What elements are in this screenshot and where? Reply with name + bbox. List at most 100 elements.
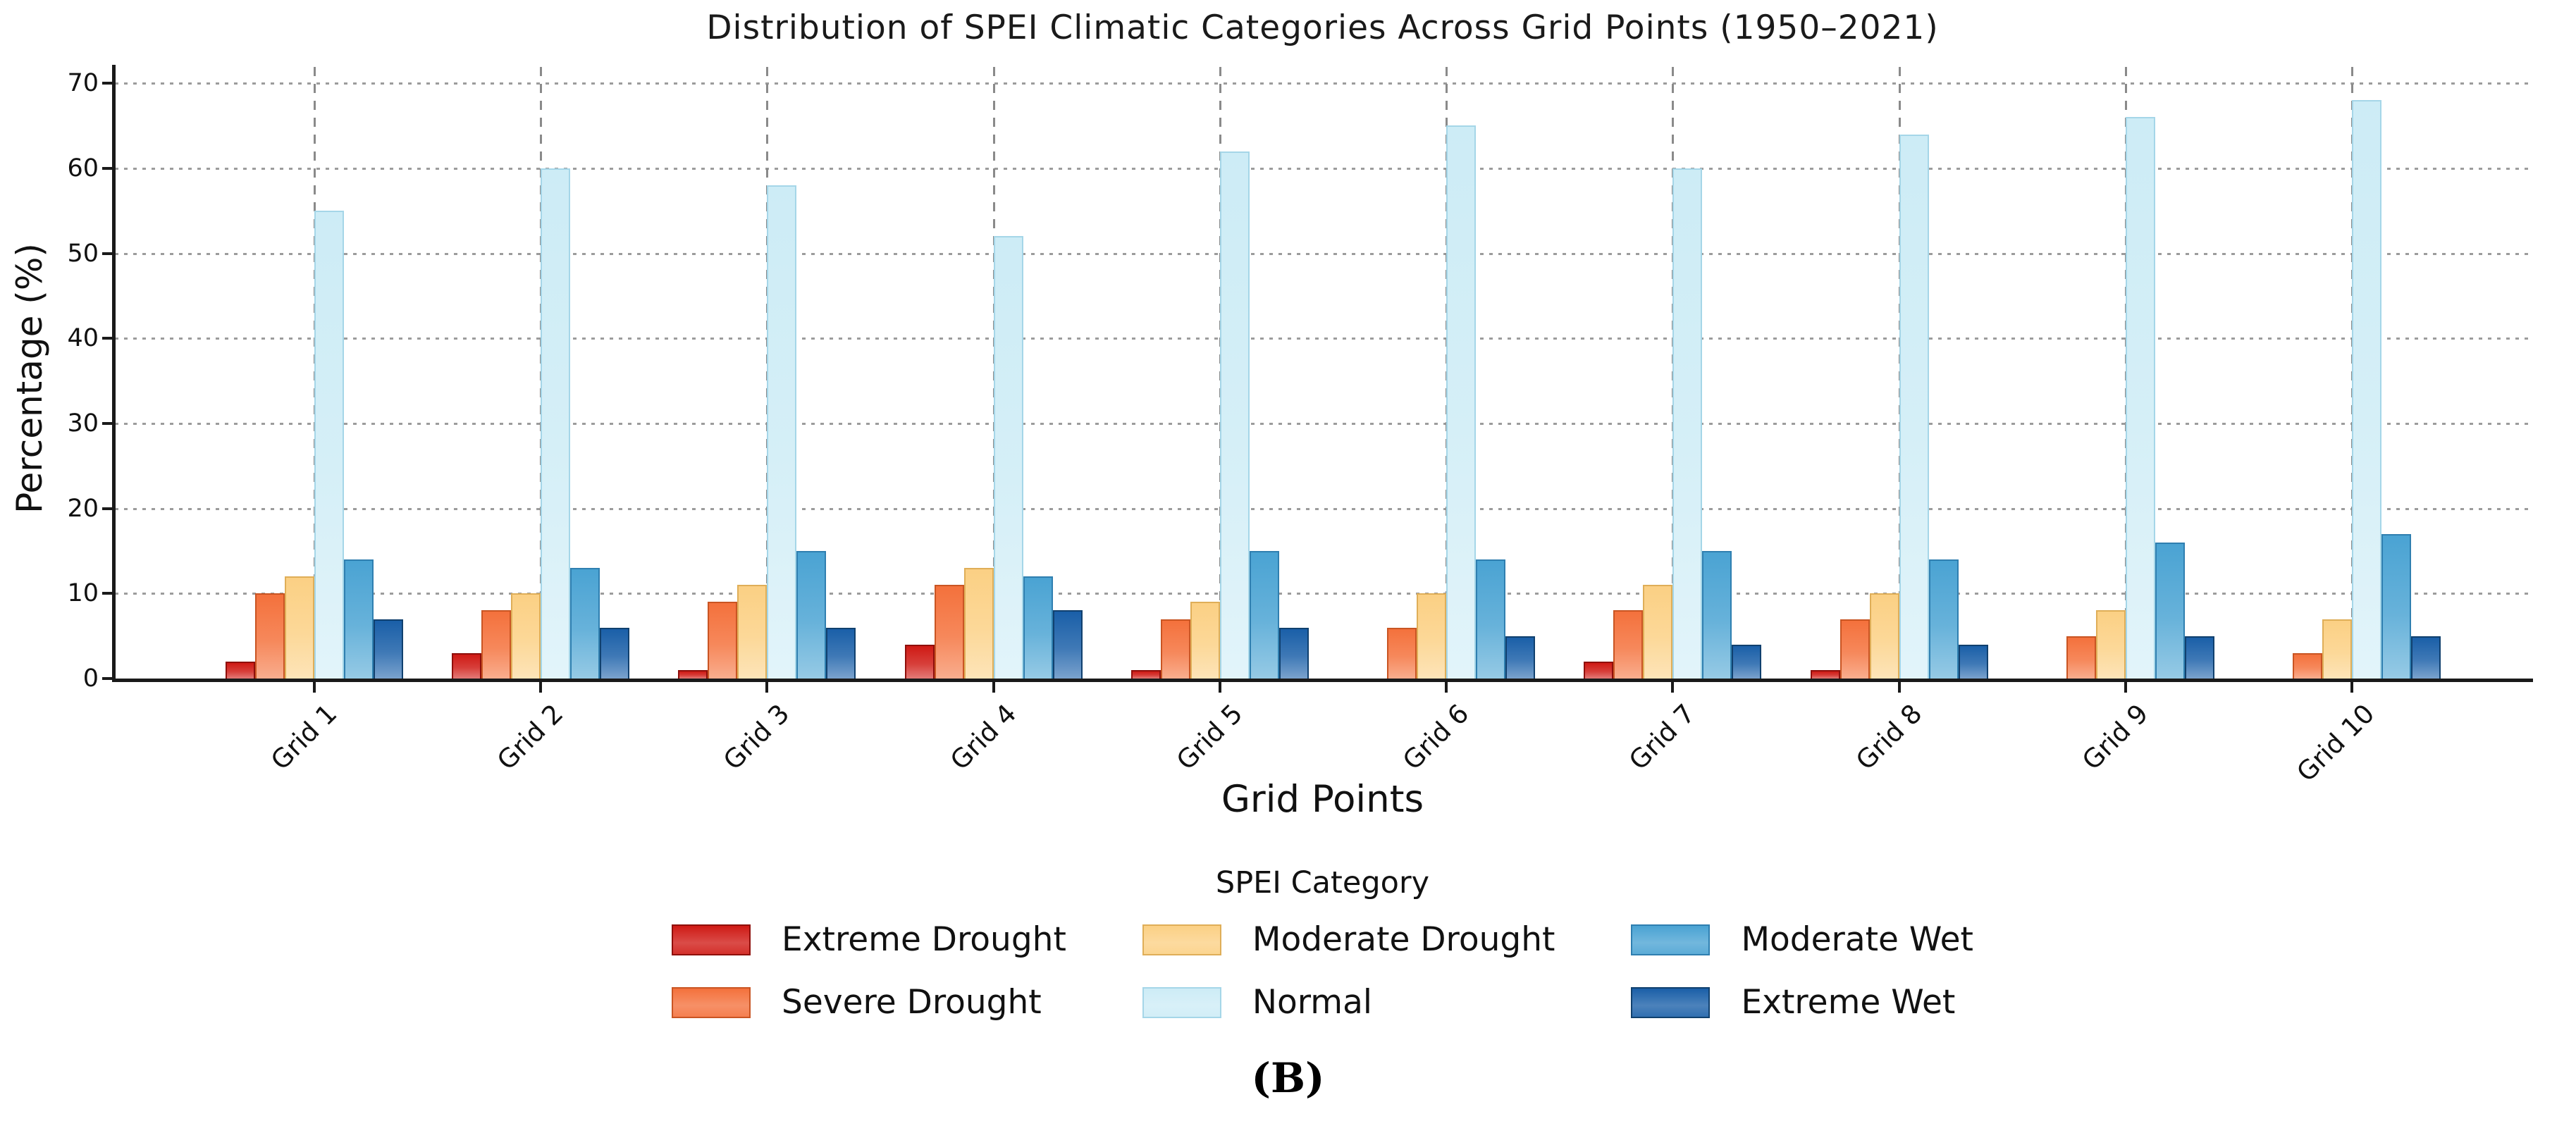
legend-label: Severe Drought	[782, 983, 1042, 1022]
y-tick-label: 0	[82, 664, 99, 693]
legend-entry: Extreme Wet	[1631, 983, 1955, 1022]
y-tick-mark	[102, 337, 113, 340]
y-tick-label: 40	[67, 324, 99, 353]
y-tick-mark	[102, 592, 113, 595]
y-tick-mark	[102, 677, 113, 680]
legend-swatch	[1142, 986, 1221, 1018]
bar-moderate-wet	[2155, 542, 2185, 679]
legend-entry: Moderate Drought	[1142, 920, 1555, 959]
bar-severe-drought	[2066, 636, 2096, 679]
bar-normal	[767, 185, 796, 679]
bar-extreme-drought	[1131, 669, 1161, 679]
x-tick-mark	[313, 681, 316, 693]
y-gridline	[115, 507, 2530, 510]
bar-moderate-drought	[285, 576, 314, 679]
legend-label: Extreme Wet	[1741, 983, 1956, 1022]
bar-normal	[994, 236, 1023, 679]
bar-extreme-drought	[1811, 669, 1840, 679]
bar-moderate-drought	[1870, 593, 1899, 679]
y-gridline	[115, 252, 2530, 255]
bar-extreme-drought	[905, 644, 935, 679]
bar-moderate-wet	[1250, 550, 1279, 679]
bar-severe-drought	[1387, 627, 1417, 679]
bar-moderate-drought	[964, 568, 994, 679]
y-gridline	[115, 593, 2530, 595]
bar-extreme-wet	[1505, 636, 1535, 679]
chart-title: Distribution of SPEI Climatic Categories…	[706, 8, 1939, 47]
legend-swatch	[1631, 986, 1711, 1018]
legend-entry: Normal	[1142, 983, 1372, 1022]
legend-label: Extreme Drought	[782, 920, 1066, 959]
y-tick-mark	[102, 252, 113, 255]
bar-severe-drought	[1161, 619, 1190, 679]
y-gridline	[115, 338, 2530, 340]
bar-moderate-drought	[1190, 602, 1220, 679]
x-tick-mark	[539, 681, 542, 693]
x-axis-label: Grid Points	[1221, 778, 1424, 821]
bar-moderate-drought	[511, 593, 541, 679]
bar-severe-drought	[708, 602, 737, 679]
legend-swatch	[1142, 924, 1221, 955]
bar-extreme-wet	[1279, 627, 1309, 679]
legend-entry: Severe Drought	[672, 983, 1042, 1022]
x-tick-mark	[1898, 681, 1901, 693]
legend-label: Moderate Wet	[1741, 920, 1973, 959]
bar-extreme-wet	[374, 619, 403, 679]
legend-swatch	[1631, 924, 1711, 955]
x-tick-mark	[1445, 681, 1448, 693]
legend-column: Moderate Drought Normal	[1142, 920, 1555, 1022]
bar-normal	[1672, 168, 1702, 679]
bar-extreme-wet	[600, 627, 629, 679]
bar-extreme-drought	[1584, 661, 1613, 679]
bar-extreme-drought	[678, 669, 708, 679]
bar-extreme-drought	[226, 661, 255, 679]
bar-moderate-wet	[1929, 559, 1959, 679]
panel-caption: (B)	[1251, 1054, 1325, 1102]
bar-extreme-wet	[2185, 636, 2214, 679]
bar-moderate-wet	[796, 550, 826, 679]
x-tick-mark	[992, 681, 995, 693]
y-tick-label: 60	[67, 154, 99, 182]
bar-moderate-drought	[2322, 619, 2352, 679]
y-tick-mark	[102, 166, 113, 170]
bar-moderate-wet	[1702, 550, 1732, 679]
bar-normal	[1446, 125, 1476, 679]
y-gridline	[115, 422, 2530, 425]
bar-severe-drought	[1840, 619, 1870, 679]
bar-moderate-drought	[2096, 610, 2126, 679]
bar-normal	[2126, 117, 2155, 679]
bar-severe-drought	[2293, 652, 2322, 679]
bar-severe-drought	[255, 593, 285, 679]
legend-column: Moderate Wet Extreme Wet	[1631, 920, 1973, 1022]
y-tick-mark	[102, 507, 113, 510]
x-tick-mark	[2350, 681, 2353, 693]
bar-extreme-drought	[452, 652, 481, 679]
legend: SPEI Category Extreme Drought Severe Drou…	[115, 865, 2530, 1022]
bar-severe-drought	[935, 585, 964, 679]
bar-normal	[1899, 134, 1929, 679]
x-tick-mark	[1219, 681, 1221, 693]
bar-moderate-wet	[2381, 533, 2411, 679]
legend-columns: Extreme Drought Severe Drought Moderate Dr…	[115, 920, 2530, 1022]
bar-moderate-wet	[1023, 576, 1053, 679]
y-tick-mark	[102, 421, 113, 425]
y-axis-spine	[112, 65, 116, 682]
bar-moderate-drought	[1643, 585, 1672, 679]
legend-swatch	[672, 986, 751, 1018]
y-gridline	[115, 82, 2530, 85]
bar-normal	[541, 168, 570, 679]
bar-normal	[1220, 151, 1250, 679]
x-axis-spine	[112, 679, 2533, 682]
bar-moderate-drought	[1417, 593, 1446, 679]
x-tick-mark	[765, 681, 768, 693]
y-tick-mark	[102, 82, 113, 85]
legend-title: SPEI Category	[1215, 865, 1430, 900]
legend-entry: Extreme Drought	[672, 920, 1066, 959]
bar-moderate-wet	[1476, 559, 1505, 679]
legend-label: Moderate Drought	[1252, 920, 1555, 959]
bar-normal	[314, 211, 344, 679]
bar-moderate-wet	[570, 568, 600, 679]
bar-extreme-wet	[826, 627, 856, 679]
bar-severe-drought	[481, 610, 511, 679]
